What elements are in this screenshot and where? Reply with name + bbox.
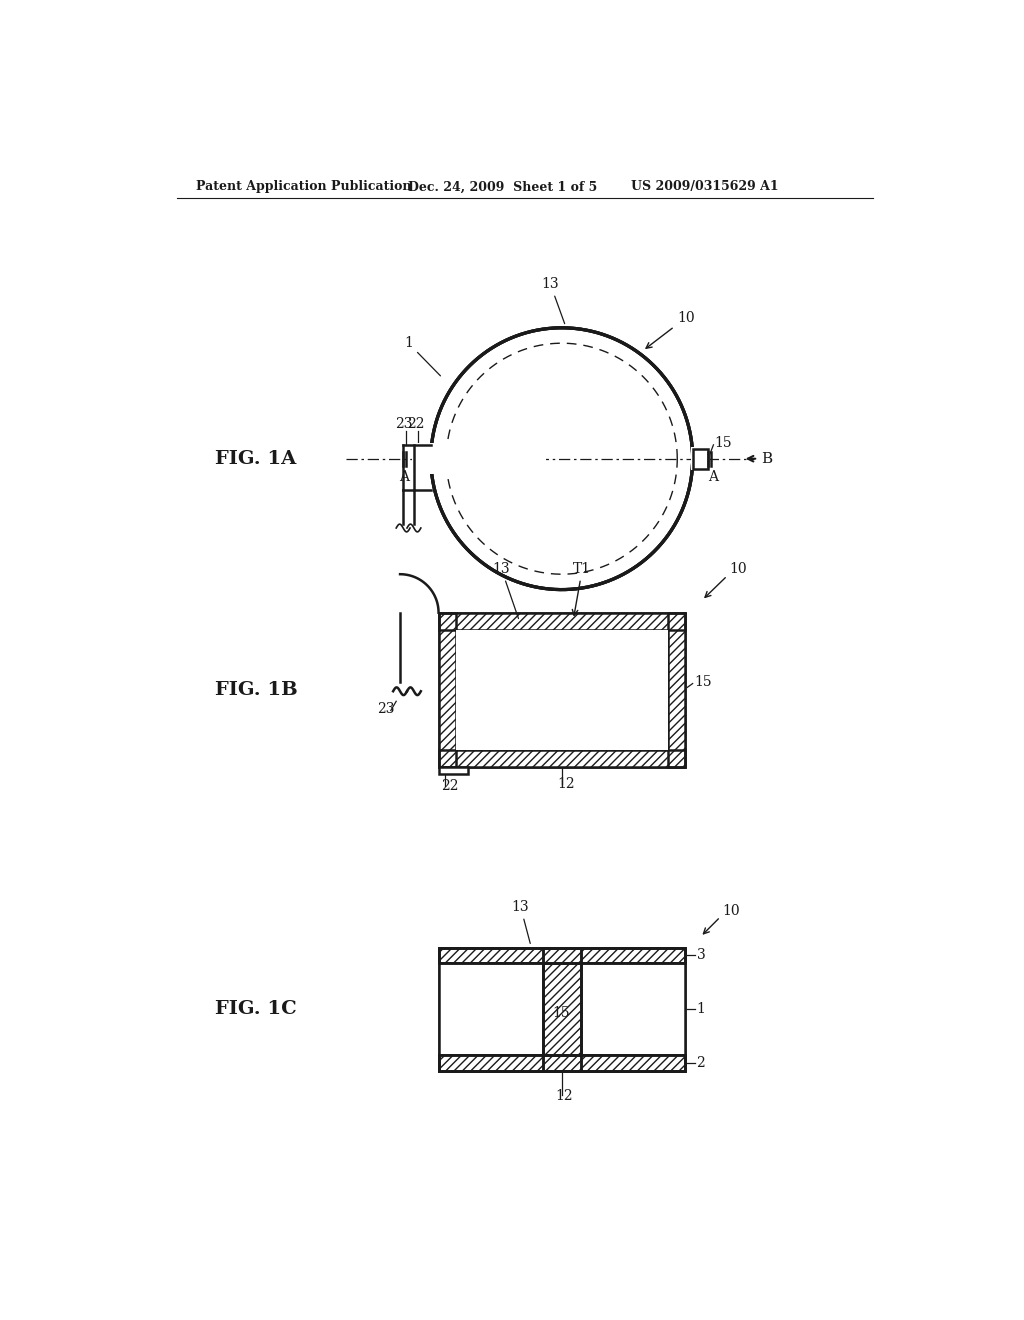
Text: 10: 10 bbox=[722, 904, 739, 919]
Bar bbox=[438, 612, 456, 767]
Text: 1: 1 bbox=[649, 667, 657, 681]
Text: 15: 15 bbox=[714, 436, 732, 450]
Text: 13: 13 bbox=[493, 562, 518, 619]
Text: 23: 23 bbox=[377, 702, 394, 715]
Text: 23: 23 bbox=[395, 417, 413, 430]
Text: 15: 15 bbox=[694, 675, 712, 689]
Bar bbox=[438, 948, 685, 1071]
Bar bbox=[543, 964, 581, 1056]
Bar bbox=[438, 612, 685, 630]
Text: 2: 2 bbox=[696, 1056, 706, 1071]
Text: 10: 10 bbox=[646, 310, 695, 348]
Text: 2: 2 bbox=[557, 694, 566, 708]
Bar bbox=[668, 612, 685, 767]
Text: 3: 3 bbox=[554, 634, 570, 648]
Text: FIG. 1A: FIG. 1A bbox=[215, 450, 297, 467]
Text: 1: 1 bbox=[403, 337, 440, 376]
Text: 15: 15 bbox=[553, 1006, 570, 1020]
Text: 1: 1 bbox=[696, 1002, 706, 1016]
Text: 3: 3 bbox=[696, 948, 706, 962]
Bar bbox=[438, 1056, 685, 1071]
Bar bbox=[438, 612, 456, 767]
Text: FIG. 1C: FIG. 1C bbox=[215, 1001, 297, 1018]
Text: Patent Application Publication: Patent Application Publication bbox=[196, 181, 412, 194]
Bar bbox=[438, 612, 685, 630]
Text: 22: 22 bbox=[407, 417, 424, 430]
Bar bbox=[438, 948, 685, 964]
Bar bbox=[543, 964, 581, 1056]
Bar bbox=[543, 948, 581, 1071]
Bar bbox=[691, 447, 710, 470]
Text: 22: 22 bbox=[441, 779, 459, 793]
Bar bbox=[543, 948, 581, 1071]
Text: 13: 13 bbox=[512, 900, 530, 944]
Text: Dec. 24, 2009  Sheet 1 of 5: Dec. 24, 2009 Sheet 1 of 5 bbox=[408, 181, 597, 194]
Text: US 2009/0315629 A1: US 2009/0315629 A1 bbox=[631, 181, 778, 194]
Bar bbox=[438, 750, 685, 767]
Text: 12: 12 bbox=[557, 777, 574, 791]
Bar bbox=[438, 767, 468, 775]
Bar bbox=[438, 964, 685, 1056]
Text: T1: T1 bbox=[572, 562, 592, 615]
Bar bbox=[438, 612, 685, 767]
Text: FIG. 1B: FIG. 1B bbox=[215, 681, 298, 698]
Text: 12: 12 bbox=[556, 1089, 573, 1104]
Bar bbox=[438, 948, 685, 964]
Text: 10: 10 bbox=[730, 562, 748, 576]
Text: 13: 13 bbox=[542, 277, 564, 323]
Bar bbox=[438, 948, 685, 964]
Bar bbox=[692, 449, 708, 469]
Bar bbox=[438, 750, 685, 767]
Bar bbox=[668, 612, 685, 767]
Text: A: A bbox=[399, 470, 409, 484]
Bar bbox=[438, 1056, 685, 1071]
Bar bbox=[438, 948, 685, 1071]
Bar bbox=[543, 948, 581, 1071]
Bar bbox=[413, 444, 547, 474]
Bar bbox=[456, 630, 668, 750]
Bar bbox=[438, 1056, 685, 1071]
Text: A: A bbox=[709, 470, 719, 484]
Text: B: B bbox=[761, 451, 772, 466]
Text: 1: 1 bbox=[462, 667, 471, 681]
